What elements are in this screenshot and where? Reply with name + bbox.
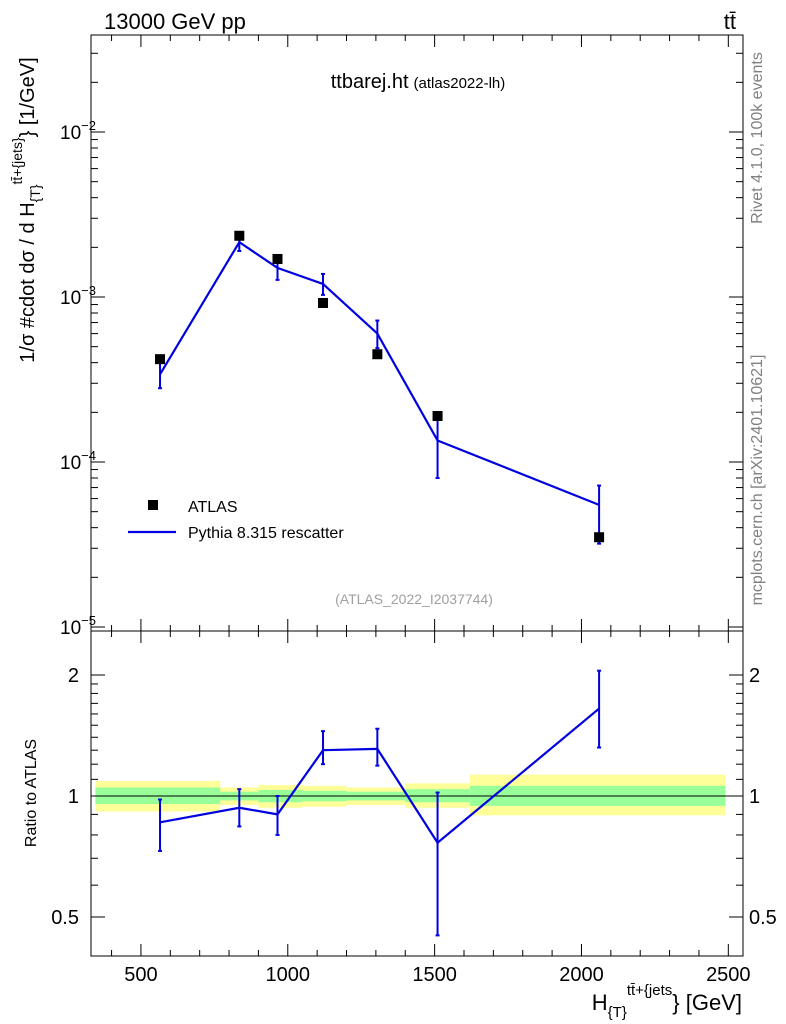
chart-title: ttbarej.ht (atlas2022-lh): [331, 71, 506, 93]
atlas-data-point: [155, 354, 166, 365]
legend-atlas-marker: [148, 500, 158, 510]
rivet-version-label: Rivet 4.1.0, 100k events: [749, 52, 766, 224]
x-tick-label: 1500: [412, 964, 457, 986]
energy-label: 13000 GeV pp: [104, 9, 246, 34]
main-panel: 10−510−410−310−2 ttbarej.ht (atlas2022-lh…: [9, 34, 744, 639]
analysis-id-label: (ATLAS_2022_I2037744): [335, 591, 493, 607]
x-tick-label: 500: [124, 964, 157, 986]
main-plot-area: [155, 230, 605, 545]
legend-mc-label: Pythia 8.315 rescatter: [188, 525, 344, 542]
legend: ATLAS Pythia 8.315 rescatter: [128, 499, 344, 542]
atlas-data-point: [372, 349, 383, 360]
x-axis-label: H{T}tt̄+{jets} [GeV]: [592, 982, 742, 1021]
main-axes: 10−510−410−310−2: [60, 35, 743, 639]
main-ytick-exponent: −5: [81, 613, 96, 628]
atlas-data-point: [272, 253, 283, 264]
ratio-ytick-label-left: 2: [68, 665, 79, 687]
process-label: tt̄: [724, 9, 736, 34]
x-tick-label: 2500: [706, 964, 751, 986]
x-tick-label: 1000: [266, 964, 311, 986]
main-ytick-exponent: −3: [81, 283, 96, 298]
mcplots-label: mcplots.cern.ch [arXiv:2401.10621]: [749, 355, 766, 606]
ratio-ytick-label-right: 2: [749, 665, 760, 687]
y-axis-label-main-part1: 1/σ #cdot dσ / d H: [17, 202, 39, 362]
ratio-axes: 500 1000 1500 2000 2500 0.5 0.5 1 1 2 2: [51, 631, 777, 986]
main-ytick-exponent: −4: [81, 448, 96, 463]
ratio-ytick-label-right: 1: [749, 786, 760, 808]
ratio-panel: 500 1000 1500 2000 2500 0.5 0.5 1 1 2 2 Ratio to A…: [23, 630, 777, 1021]
x-tick-label: 2000: [559, 964, 604, 986]
atlas-data-point: [234, 230, 245, 241]
ratio-ytick-label-left: 1: [68, 786, 79, 808]
ratio-ytick-label-right: 0.5: [749, 907, 777, 929]
ratio-mc-line: [159, 707, 600, 845]
mc-line: [159, 240, 600, 506]
y-axis-label-ratio: Ratio to ATLAS: [23, 739, 40, 847]
ratio-ytick-label-left: 0.5: [51, 907, 79, 929]
atlas-data-point: [318, 297, 329, 308]
main-ytick-exponent: −2: [81, 118, 96, 133]
chart-title-sub: (atlas2022-lh): [414, 75, 506, 92]
ratio-plot-area: [91, 669, 743, 937]
legend-atlas-label: ATLAS: [188, 499, 238, 516]
atlas-data-point: [432, 411, 443, 422]
y-axis-label-main: 1/σ #cdot dσ / d H{T}tt̄+{jets}} [1/GeV]: [9, 57, 43, 362]
chart-title-main: ttbarej.ht: [331, 71, 409, 93]
atlas-data-point: [594, 532, 605, 543]
ratio-panel-frame: [90, 630, 744, 957]
